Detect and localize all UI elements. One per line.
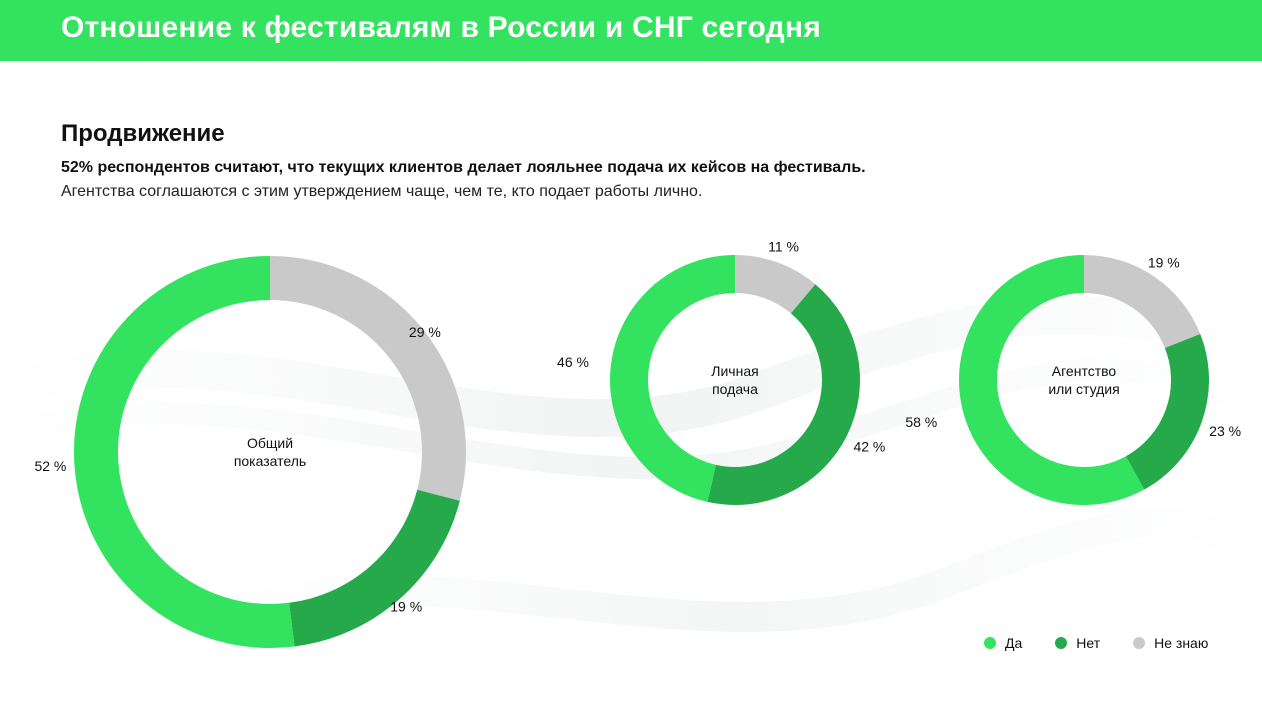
legend-item-dont-know: Не знаю: [1133, 635, 1208, 651]
donut-slice-yes: [959, 255, 1145, 505]
donut-slice-dont-know: [269, 256, 466, 501]
donut-chart-1: 29 % 19 % 52 % Общий показатель: [34, 256, 466, 648]
legend-label-dont-know: Не знаю: [1154, 635, 1209, 651]
donut-center-label: показатель: [234, 453, 306, 469]
donut-slice-yes: [74, 256, 295, 648]
section-title: Продвижение: [61, 120, 225, 147]
lead-regular-text: Агентства соглашаются с этим утверждение…: [61, 183, 703, 200]
legend: Да Нет Не знаю: [984, 634, 1208, 652]
donut-center-label: Личная: [711, 363, 758, 379]
legend-dot-yes: [984, 637, 996, 649]
slice-value-label: 42 %: [853, 439, 885, 455]
legend-dot-dont-know: [1133, 637, 1146, 649]
legend-item-no: Нет: [1055, 635, 1100, 651]
donut-center-label: подача: [712, 381, 758, 397]
slice-value-label: 23 %: [1209, 423, 1241, 439]
donut-center-label: Общий: [247, 435, 293, 451]
donut-slice-yes: [610, 255, 736, 502]
slice-value-label: 46 %: [557, 354, 589, 370]
legend-label-no: Нет: [1076, 635, 1101, 651]
donut-center-label: Агентство: [1052, 363, 1117, 379]
slice-value-label: 19 %: [1148, 255, 1180, 271]
page-title: Отношение к фестивалям в России и СНГ се…: [61, 11, 821, 44]
donut-center-label: или студия: [1048, 381, 1119, 397]
slice-value-label: 19 %: [390, 599, 422, 615]
legend-item-yes: Да: [984, 635, 1022, 651]
donut-slice-dont-know: [1083, 255, 1201, 349]
header-bar: Отношение к фестивалям в России и СНГ се…: [0, 0, 1262, 61]
donut-slice-dont-know: [734, 255, 816, 314]
slice-value-label: 58 %: [905, 414, 937, 430]
donut-chart-3: 19 % 23 % 58 % Агентство или студия: [905, 255, 1241, 505]
slice-value-label: 52 %: [34, 458, 66, 474]
slice-value-label: 29 %: [409, 324, 441, 340]
donut-slice-no: [288, 489, 460, 647]
slice-value-label: 11 %: [768, 239, 799, 255]
legend-label-yes: Да: [1005, 635, 1023, 651]
donut-slice-no: [707, 284, 860, 505]
lead-bold-text: 52% респондентов считают, что текущих кл…: [61, 159, 866, 176]
donut-slice-no: [1125, 333, 1209, 490]
donut-chart-2: 11 % 42 % 46 % Личная подача: [557, 239, 885, 505]
legend-dot-no: [1055, 637, 1068, 649]
